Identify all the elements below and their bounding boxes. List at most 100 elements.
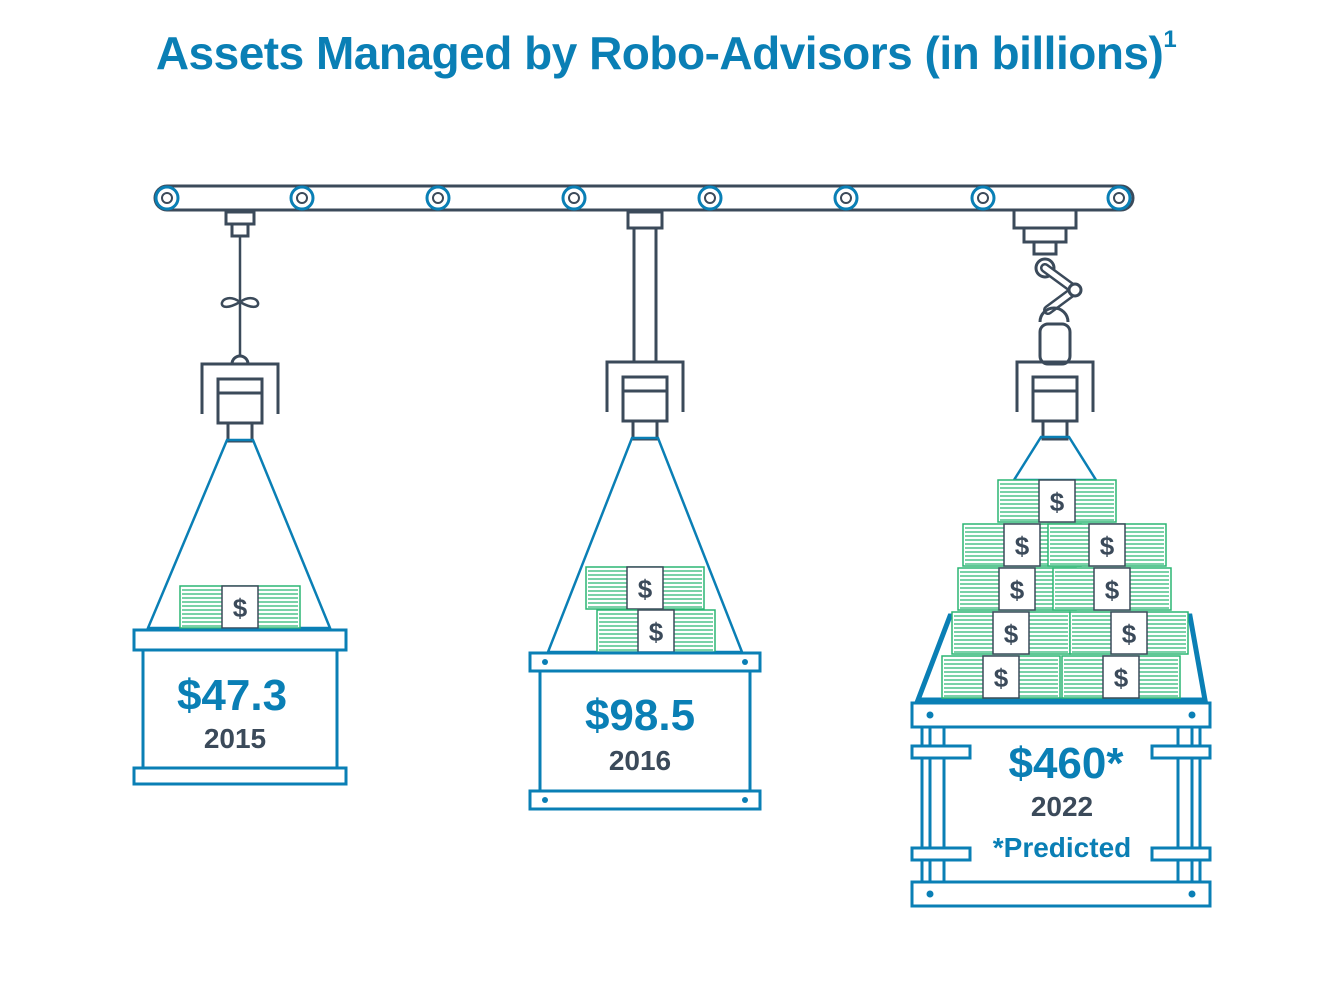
money-bundle-2022: $ [957, 567, 1077, 611]
dollar-sign: $ [1004, 619, 1019, 649]
crates [132, 628, 1212, 908]
dollar-sign: $ [1122, 619, 1137, 649]
gripper-neck [631, 419, 659, 441]
money-bundle-2022: $ [941, 655, 1061, 699]
title-footnote: 1 [1163, 25, 1177, 53]
year-label-2015: 2015 [204, 723, 266, 754]
gripper-jaw [216, 377, 264, 395]
bill-label-box [998, 567, 1036, 611]
money-bundle-2016-a: $ [585, 566, 705, 610]
gripper-block [621, 389, 669, 423]
money-bundle-2022: $ [997, 479, 1117, 523]
arm-lock [1038, 322, 1072, 366]
hanger-mount [224, 210, 256, 226]
chart-title-text: Assets Managed by Robo-Advisors (in bill… [155, 27, 1164, 79]
bill-label-box [626, 566, 664, 610]
gripper-2015 [200, 362, 280, 443]
dollar-sign: $ [233, 593, 248, 623]
chart-title: Assets Managed by Robo-Advisors (in bill… [0, 26, 1332, 80]
money-bundle-2015: $ [179, 585, 301, 629]
crate-base-2016 [528, 789, 762, 811]
dollar-sign: $ [1050, 487, 1065, 517]
crate-lid-2022 [910, 701, 1212, 729]
money-bundle-2016-b: $ [596, 609, 716, 653]
rail-roller-hub [296, 192, 308, 204]
gripper-jaw [621, 375, 669, 393]
dollar-sign: $ [638, 574, 653, 604]
crate-bolt [1188, 711, 1196, 719]
hook [230, 354, 250, 365]
bill-label-box [992, 611, 1030, 655]
money-bundles: $$$$$ $$ $$ $$ $ [179, 479, 1189, 699]
gripper-neck [226, 421, 254, 443]
arm-joint [1067, 282, 1083, 298]
rail-roller-hub [840, 192, 852, 204]
gripper-jaw [1031, 375, 1079, 393]
value-label-2022: $460* [1008, 739, 1124, 788]
crate-body-2015 [141, 648, 339, 770]
value-label-2016: $98.5 [585, 691, 695, 740]
bill-label-box [1093, 567, 1131, 611]
rail-roller-hub [1113, 192, 1125, 204]
crate-bolt [742, 797, 748, 803]
crate-bolt [926, 711, 934, 719]
crate-base-2015 [132, 766, 348, 786]
crate-body-2016 [538, 669, 752, 793]
bill-label-box [1102, 655, 1140, 699]
bill-label-box [982, 655, 1020, 699]
money-bundle-2022: $ [1061, 655, 1181, 699]
money-bundle-2022: $ [951, 611, 1071, 655]
gripper-neck [1041, 419, 1069, 441]
dollar-sign: $ [1010, 575, 1025, 605]
bill-label-box [1038, 479, 1076, 523]
gripper-bracket [1015, 360, 1095, 412]
dollar-sign: $ [1114, 663, 1129, 693]
sling-2015 [146, 438, 332, 630]
bill-label-box [1110, 611, 1148, 655]
hanger-mount-lower [230, 222, 250, 238]
gripper-block [216, 391, 264, 425]
bill-label-box [637, 609, 675, 653]
rail-roller-hub [432, 192, 444, 204]
gripper-bracket [200, 362, 280, 414]
bill-label-box [1003, 523, 1041, 567]
money-bundle-2022: $ [1047, 523, 1167, 567]
dollar-sign: $ [1015, 531, 1030, 561]
crate-bolt [926, 890, 934, 898]
bill-label-box [1088, 523, 1126, 567]
hanger-mount-mid [1022, 226, 1068, 244]
gripper-block [1031, 389, 1079, 423]
hanger-pole [632, 226, 658, 364]
hanger-mount [1012, 208, 1078, 230]
hanger-arms [146, 208, 1208, 703]
dollar-sign: $ [649, 617, 664, 647]
crate-brace [1150, 744, 1212, 760]
hanger-mount [626, 210, 664, 230]
year-label-2016: 2016 [609, 745, 671, 776]
sling-2022 [1011, 435, 1099, 482]
crate-lid-2016 [528, 651, 762, 673]
predicted-note: *Predicted [993, 832, 1132, 863]
crate-lid-2015 [132, 628, 348, 652]
hanger-mount-lower [1032, 240, 1058, 256]
gripper-2016 [605, 360, 685, 441]
dollar-sign: $ [1100, 531, 1115, 561]
gripper-bracket [605, 360, 685, 412]
conveyor-rail [153, 184, 1135, 212]
crate-bolt [542, 659, 548, 665]
crate-brace [910, 846, 972, 862]
dollar-sign: $ [994, 663, 1009, 693]
gripper-2022 [1015, 360, 1095, 441]
dollar-sign: $ [1105, 575, 1120, 605]
crate-bolt [1188, 890, 1196, 898]
value-label-2015: $47.3 [177, 671, 287, 720]
arm-hook [1038, 306, 1070, 323]
money-bundle-2022: $ [1069, 611, 1189, 655]
money-bundle-2022: $ [1052, 567, 1172, 611]
value-labels: $47.3 2015 $98.5 2016 $460* 2022 *Predic… [177, 671, 1131, 863]
crate-brace [910, 744, 972, 760]
crate-base-2022 [910, 880, 1212, 908]
rail-roller-hub [977, 192, 989, 204]
bill-label-box [221, 585, 259, 629]
